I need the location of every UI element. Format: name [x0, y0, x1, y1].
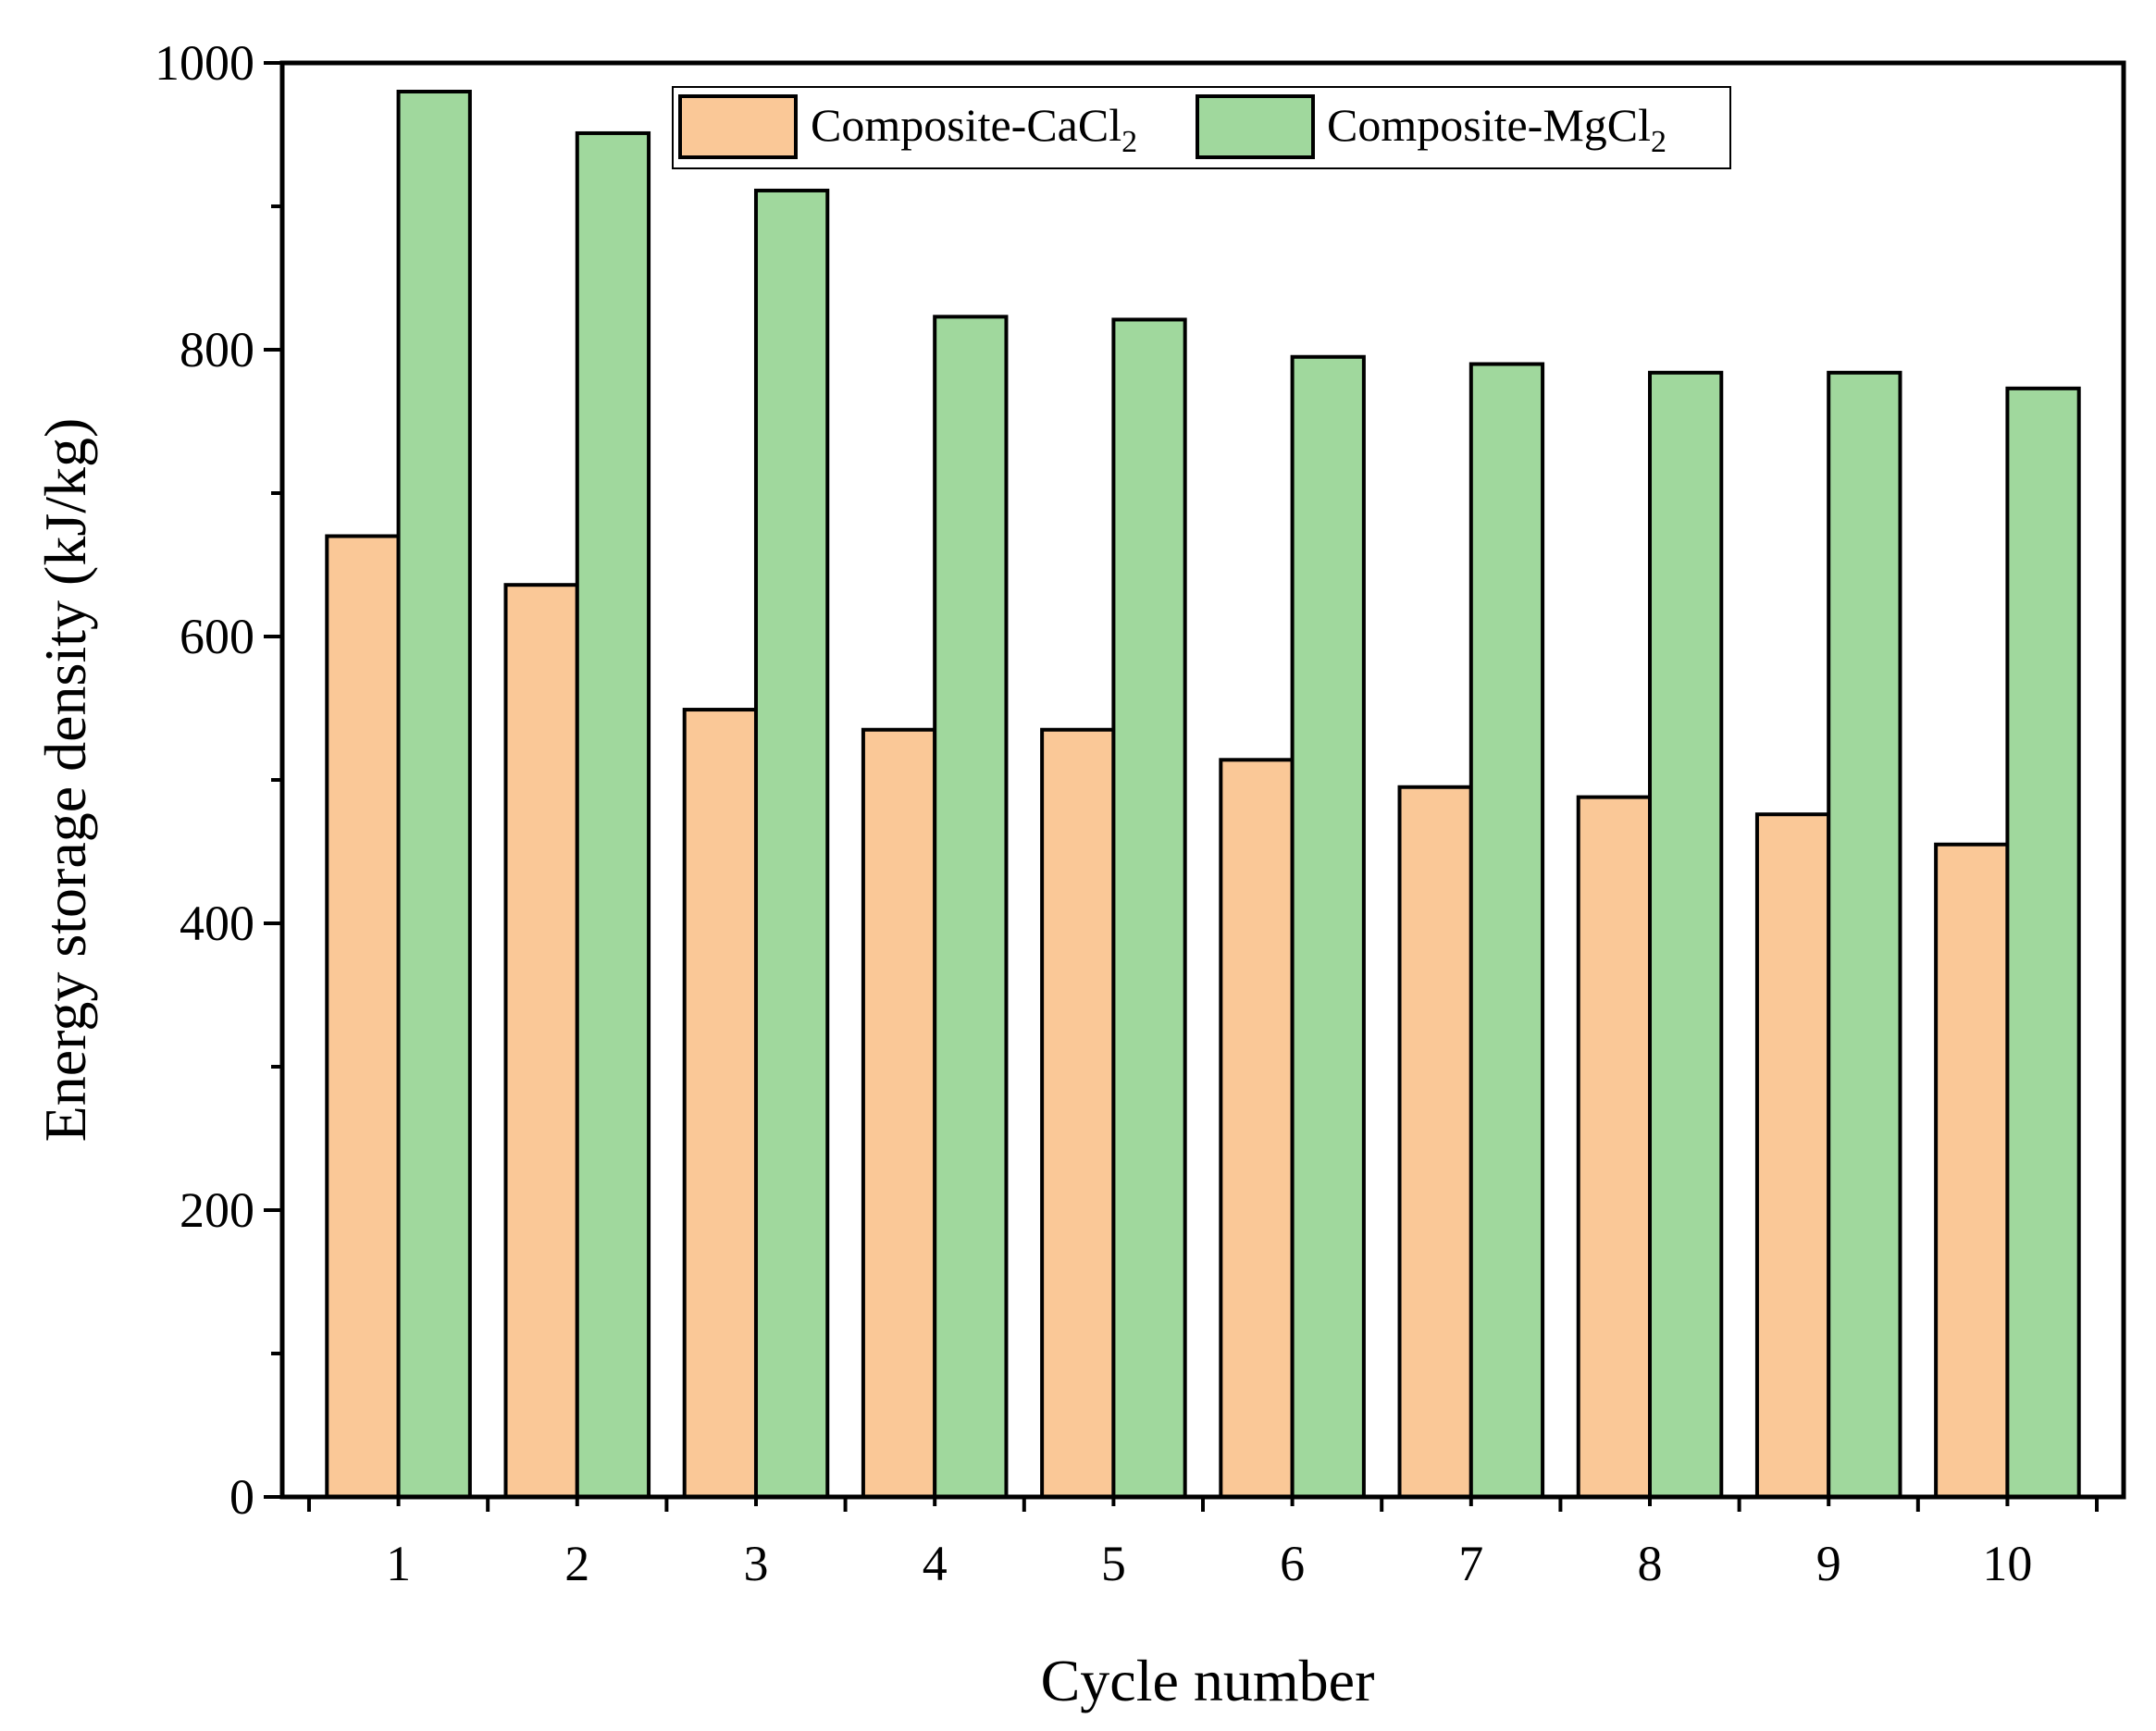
x-tick-label: 8: [1638, 1536, 1663, 1591]
bar-cacl2-cycle-6: [1219, 758, 1295, 1499]
x-tick-label: 1: [386, 1536, 411, 1591]
ticks-layer: 0 200 400 600 800 1000 1 2 3 4 5 6 7 8 9 10: [155, 35, 2100, 1591]
y-axis-title: Energy storage density (kJ/kg): [32, 418, 98, 1143]
bar-cacl2-cycle-8: [1576, 795, 1653, 1499]
bar-mgcl2-cycle-5: [1111, 317, 1187, 1500]
bar-mgcl2-cycle-6: [1290, 354, 1366, 1499]
y-tick-label: 600: [180, 609, 254, 664]
bar-cacl2-cycle-4: [861, 727, 937, 1499]
bar-mgcl2-cycle-9: [1827, 370, 1902, 1499]
x-axis-title: Cycle number: [1041, 1648, 1375, 1713]
bar-cacl2-cycle-5: [1040, 727, 1116, 1499]
bar-mgcl2-cycle-4: [933, 315, 1009, 1500]
bar-cacl2-cycle-9: [1754, 812, 1831, 1499]
bar-cacl2-cycle-3: [682, 708, 758, 1499]
legend-label-cacl2: Composite-CaCl2: [811, 99, 1137, 159]
bar-mgcl2-cycle-2: [575, 130, 651, 1500]
x-tick-label: 6: [1280, 1536, 1305, 1591]
bar-cacl2-cycle-7: [1397, 785, 1473, 1499]
legend: Composite-CaCl2 Composite-MgCl2: [672, 86, 1731, 169]
x-tick-label: 4: [923, 1536, 948, 1591]
bar-mgcl2-cycle-8: [1648, 370, 1724, 1499]
x-tick-label: 7: [1458, 1536, 1483, 1591]
y-tick-label: 1000: [155, 35, 254, 91]
legend-swatch-mgcl2: [1196, 94, 1315, 159]
bar-cacl2-cycle-2: [503, 583, 579, 1499]
legend-label-mgcl2: Composite-MgCl2: [1327, 99, 1667, 159]
bars-layer: [325, 90, 2081, 1500]
bar-mgcl2-cycle-3: [753, 188, 830, 1500]
y-tick-label: 400: [180, 896, 254, 951]
bar-mgcl2-cycle-7: [1468, 362, 1545, 1499]
legend-label-subscript: 2: [1121, 125, 1137, 159]
legend-swatch-cacl2: [678, 94, 798, 159]
legend-label-subscript: 2: [1651, 125, 1667, 159]
x-tick-label: 9: [1816, 1536, 1841, 1591]
x-tick-label: 3: [743, 1536, 768, 1591]
y-tick-label: 200: [180, 1182, 254, 1238]
legend-label-text: Composite-CaCl: [811, 99, 1121, 151]
x-tick-label: 2: [564, 1536, 589, 1591]
x-tick-label: 5: [1101, 1536, 1126, 1591]
y-tick-label: 0: [229, 1469, 254, 1525]
x-tick-label: 10: [1982, 1536, 2032, 1591]
bar-mgcl2-cycle-10: [2005, 386, 2081, 1500]
bar-mgcl2-cycle-1: [396, 90, 472, 1499]
legend-label-text: Composite-MgCl: [1327, 99, 1651, 151]
bar-cacl2-cycle-10: [1934, 842, 2010, 1499]
y-tick-label: 800: [180, 322, 254, 377]
bar-cacl2-cycle-1: [325, 534, 401, 1499]
